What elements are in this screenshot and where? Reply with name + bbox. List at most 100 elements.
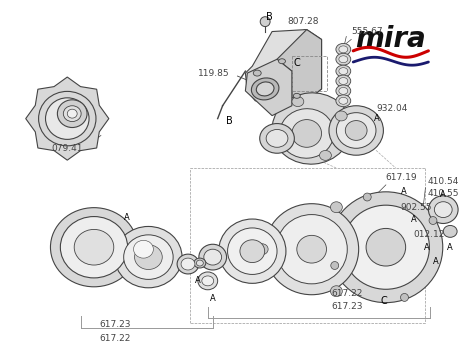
- Text: 617.22: 617.22: [99, 334, 130, 343]
- Ellipse shape: [276, 136, 288, 146]
- Ellipse shape: [339, 88, 348, 94]
- Text: B: B: [266, 12, 272, 22]
- Text: A: A: [411, 215, 416, 224]
- Text: A: A: [401, 187, 406, 196]
- Ellipse shape: [256, 244, 268, 255]
- Text: 932.04: 932.04: [376, 104, 407, 113]
- Text: A: A: [124, 213, 130, 222]
- Ellipse shape: [400, 293, 408, 301]
- Ellipse shape: [336, 113, 376, 148]
- Ellipse shape: [260, 124, 294, 153]
- Text: 410.55: 410.55: [427, 189, 459, 198]
- Ellipse shape: [272, 93, 351, 164]
- Polygon shape: [246, 59, 292, 116]
- Ellipse shape: [336, 43, 351, 55]
- Ellipse shape: [336, 75, 351, 87]
- Ellipse shape: [279, 59, 286, 64]
- Ellipse shape: [336, 85, 351, 97]
- Text: 807.28: 807.28: [287, 17, 319, 26]
- Ellipse shape: [434, 202, 452, 218]
- Ellipse shape: [339, 68, 348, 75]
- Text: 119.85: 119.85: [198, 69, 230, 78]
- Ellipse shape: [336, 65, 351, 77]
- Text: 617.23: 617.23: [99, 320, 131, 329]
- Ellipse shape: [336, 53, 351, 65]
- Ellipse shape: [443, 225, 457, 237]
- Text: B: B: [226, 116, 233, 126]
- Ellipse shape: [177, 254, 199, 274]
- Ellipse shape: [339, 46, 348, 53]
- Text: 617.23: 617.23: [332, 302, 363, 311]
- Ellipse shape: [63, 106, 81, 121]
- Ellipse shape: [363, 193, 371, 201]
- Ellipse shape: [428, 196, 458, 224]
- Ellipse shape: [199, 244, 226, 270]
- Ellipse shape: [345, 121, 367, 140]
- Ellipse shape: [252, 78, 279, 100]
- Ellipse shape: [331, 202, 342, 213]
- Ellipse shape: [366, 229, 405, 266]
- Ellipse shape: [329, 192, 443, 303]
- Ellipse shape: [336, 95, 351, 107]
- Ellipse shape: [240, 240, 265, 262]
- Ellipse shape: [297, 235, 326, 263]
- Text: 410.54: 410.54: [427, 177, 459, 187]
- Ellipse shape: [339, 97, 348, 104]
- Ellipse shape: [181, 258, 195, 270]
- Polygon shape: [277, 29, 322, 106]
- Ellipse shape: [124, 235, 173, 279]
- Text: 902.55: 902.55: [401, 203, 432, 212]
- Polygon shape: [26, 77, 109, 160]
- Ellipse shape: [292, 97, 304, 106]
- Ellipse shape: [429, 217, 437, 224]
- Text: C: C: [381, 296, 388, 306]
- Ellipse shape: [202, 276, 214, 286]
- Text: A: A: [210, 294, 216, 303]
- Ellipse shape: [196, 260, 203, 266]
- Ellipse shape: [256, 82, 274, 96]
- Text: A: A: [433, 257, 439, 266]
- Text: A: A: [440, 190, 446, 199]
- Ellipse shape: [335, 111, 347, 121]
- Ellipse shape: [260, 17, 270, 27]
- Ellipse shape: [74, 229, 114, 265]
- Text: 012.12: 012.12: [413, 230, 445, 239]
- Ellipse shape: [339, 56, 348, 63]
- Ellipse shape: [329, 106, 384, 155]
- Ellipse shape: [133, 240, 153, 258]
- Text: A: A: [447, 243, 453, 252]
- Text: 555.67: 555.67: [351, 27, 383, 36]
- Ellipse shape: [46, 98, 89, 139]
- Ellipse shape: [219, 219, 286, 284]
- Text: C: C: [293, 58, 300, 68]
- Ellipse shape: [276, 215, 347, 284]
- Ellipse shape: [194, 258, 206, 268]
- Ellipse shape: [279, 109, 334, 158]
- Ellipse shape: [331, 286, 342, 297]
- Text: A: A: [195, 276, 201, 285]
- Ellipse shape: [266, 130, 288, 147]
- Text: 617.22: 617.22: [332, 289, 363, 298]
- Ellipse shape: [67, 109, 77, 118]
- Text: mira: mira: [355, 26, 426, 54]
- Ellipse shape: [115, 226, 182, 288]
- Ellipse shape: [57, 100, 87, 127]
- Ellipse shape: [227, 228, 277, 274]
- Ellipse shape: [319, 150, 332, 160]
- Text: 617.19: 617.19: [386, 174, 418, 182]
- Ellipse shape: [253, 70, 261, 76]
- Ellipse shape: [60, 217, 127, 278]
- Polygon shape: [246, 29, 322, 106]
- Ellipse shape: [339, 78, 348, 84]
- Ellipse shape: [204, 249, 222, 265]
- Ellipse shape: [134, 245, 162, 270]
- Ellipse shape: [51, 208, 138, 287]
- Text: A: A: [424, 243, 429, 252]
- Text: A: A: [374, 114, 380, 123]
- Ellipse shape: [293, 93, 300, 98]
- Ellipse shape: [265, 204, 359, 295]
- Ellipse shape: [331, 261, 339, 270]
- Text: 079.41: 079.41: [52, 144, 83, 153]
- Ellipse shape: [342, 205, 429, 289]
- Ellipse shape: [198, 272, 218, 290]
